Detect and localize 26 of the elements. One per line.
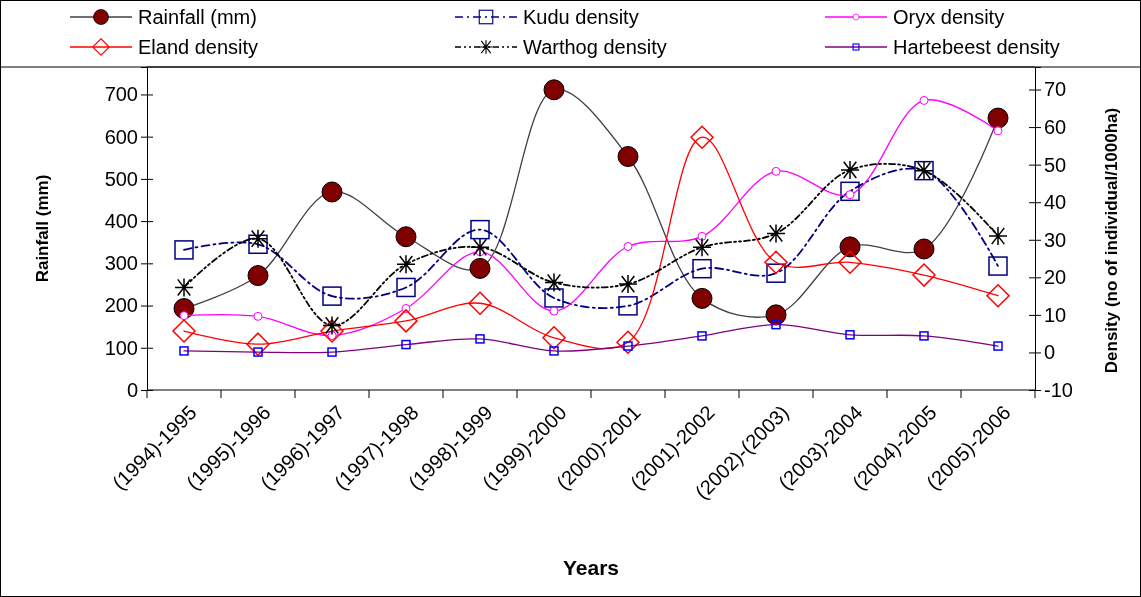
y2-tick-label: 60 [1044,115,1067,138]
legend-label: Warthog density [523,36,667,58]
y-tick-label: 700 [104,83,138,106]
legend-label: Oryx density [893,6,1005,28]
legend-label: Eland density [138,36,259,58]
y2-tick-label: 10 [1044,303,1067,326]
legend-label: Hartebeest density [893,36,1060,58]
legend-label: Kudu density [523,6,639,28]
y2-axis-title: Density (no of individual/1000ha) [1102,107,1121,374]
y2-tick-label: 70 [1044,78,1067,101]
y-tick-label: 0 [126,378,138,401]
y2-tick-label: 0 [1044,341,1056,364]
y-axis-title: Rainfall (mm) [33,174,52,283]
y-tick-label: 600 [104,125,138,148]
y2-tick-label: -10 [1044,378,1073,401]
x-axis-title: Years [562,556,620,579]
y2-tick-label: 50 [1044,153,1067,176]
y-tick-label: 500 [104,167,138,190]
y-tick-label: 100 [104,336,138,359]
y-tick-label: 300 [104,252,138,275]
y-tick-label: 200 [104,294,138,317]
legend-label: Rainfall (mm) [138,6,257,28]
y-tick-label: 400 [104,210,138,233]
y2-tick-label: 30 [1044,228,1067,251]
y2-tick-label: 20 [1044,266,1067,289]
y2-tick-label: 40 [1044,191,1067,214]
